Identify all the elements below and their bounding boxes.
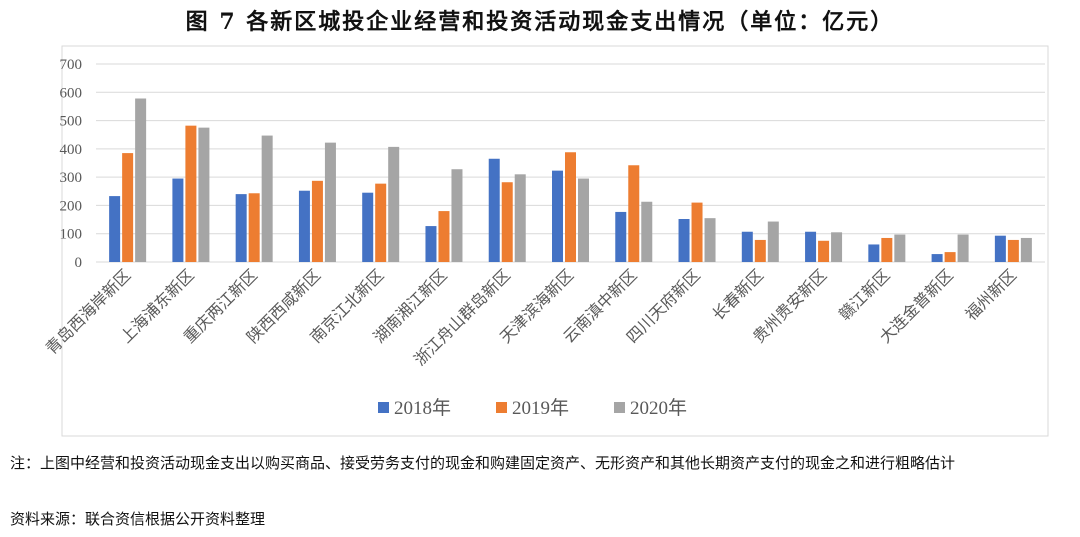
bar	[375, 183, 387, 262]
x-tick-label: 青岛西海岸新区	[43, 266, 135, 358]
bar	[704, 218, 716, 262]
bar	[514, 174, 526, 262]
bar	[198, 127, 210, 263]
bar	[261, 135, 273, 262]
legend-swatch	[614, 402, 625, 413]
chart-title: 图 7 各新区城投企业经营和投资活动现金支出情况（单位：亿元）	[185, 9, 895, 35]
bar	[957, 234, 969, 262]
bar	[565, 152, 576, 262]
legend-label: 2019年	[512, 397, 569, 419]
bar	[931, 254, 943, 262]
bar	[944, 252, 956, 262]
bar	[552, 170, 563, 262]
bar	[135, 98, 147, 262]
bar	[109, 196, 121, 262]
bar	[754, 239, 766, 262]
bar	[438, 211, 450, 262]
legend-label: 2020年	[630, 397, 687, 419]
bar	[678, 219, 690, 262]
y-tick-label: 0	[75, 255, 83, 271]
chart: 0100200300400500600700青岛西海岸新区上海浦东新区重庆两江新…	[43, 45, 1049, 437]
bar	[641, 201, 653, 262]
bar	[831, 232, 843, 262]
bar	[818, 240, 830, 262]
bar	[311, 180, 323, 262]
bar	[451, 169, 463, 262]
bar	[767, 221, 779, 262]
bar	[894, 234, 906, 262]
bar	[362, 192, 374, 262]
bar	[488, 158, 500, 262]
bar	[994, 235, 1006, 262]
y-tick-label: 700	[60, 57, 83, 73]
bar	[425, 226, 437, 262]
bar	[501, 182, 513, 262]
x-tick-label: 长春新区	[709, 266, 767, 324]
bar	[691, 202, 703, 262]
x-tick-label: 福州新区	[962, 266, 1020, 324]
y-tick-label: 200	[60, 198, 83, 214]
bar	[122, 153, 134, 262]
bar	[1020, 237, 1032, 262]
y-tick-label: 100	[60, 227, 83, 243]
bar	[185, 125, 197, 262]
bar	[578, 178, 589, 262]
bar	[1007, 239, 1019, 262]
y-tick-label: 300	[60, 170, 83, 186]
bar	[881, 237, 893, 262]
y-tick-label: 400	[60, 142, 83, 158]
legend-swatch	[378, 402, 389, 413]
bar	[235, 194, 247, 262]
bar	[172, 178, 184, 262]
chart-frame	[61, 45, 1049, 437]
note: 注：上图中经营和投资活动现金支出以购买商品、接受劳务支付的现金和购建固定资产、无…	[10, 454, 956, 472]
bar	[388, 146, 400, 262]
bar	[298, 190, 310, 262]
bar	[615, 211, 627, 262]
bar	[324, 142, 336, 262]
legend-label: 2018年	[394, 397, 451, 419]
bar	[248, 193, 260, 262]
bar	[805, 231, 817, 262]
legend-swatch	[496, 402, 507, 413]
bar	[868, 244, 880, 262]
source: 资料来源：联合资信根据公开资料整理	[10, 510, 266, 528]
bar	[741, 231, 753, 262]
y-tick-label: 600	[60, 85, 83, 101]
y-tick-label: 500	[60, 114, 83, 130]
x-tick-label: 赣江新区	[836, 266, 894, 324]
bar	[628, 165, 640, 262]
